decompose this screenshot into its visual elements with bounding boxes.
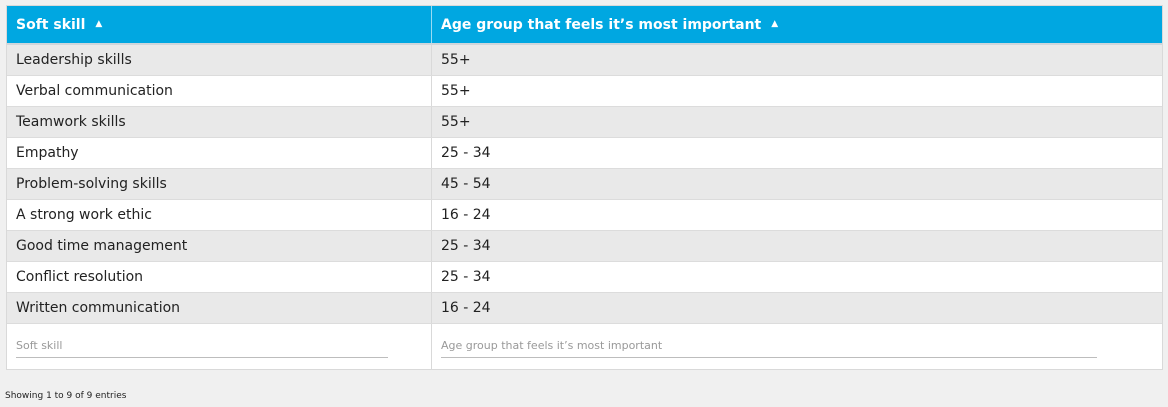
table-row: Written communication 16 - 24 [7, 293, 1162, 324]
cell-age-group: 55+ [431, 76, 1162, 106]
soft-skill-filter-input[interactable] [16, 337, 388, 358]
cell-age-group: 55+ [431, 107, 1162, 137]
cell-soft-skill: Leadership skills [16, 52, 132, 68]
cell-age-group: 45 - 54 [431, 169, 1162, 199]
table-header: Soft skill ▲ Age group that feels it’s m… [7, 6, 1162, 45]
table-row: Teamwork skills 55+ [7, 107, 1162, 138]
column-header-label: Soft skill [16, 16, 86, 33]
sort-ascending-icon: ▲ [95, 18, 103, 29]
cell-soft-skill: Written communication [16, 300, 181, 316]
cell-soft-skill: Verbal communication [16, 83, 173, 99]
cell-age-group: 25 - 34 [431, 262, 1162, 292]
data-table: Soft skill ▲ Age group that feels it’s m… [6, 5, 1163, 370]
filter-cell-soft-skill [7, 324, 431, 369]
sort-ascending-icon: ▲ [771, 18, 779, 29]
table-row: Problem-solving skills 45 - 54 [7, 169, 1162, 200]
cell-soft-skill: Teamwork skills [16, 114, 126, 130]
cell-soft-skill: Problem-solving skills [16, 176, 167, 192]
column-header-label: Age group that feels it’s most important [441, 16, 762, 33]
table-info: Showing 1 to 9 of 9 entries [5, 391, 127, 401]
filter-cell-age-group [431, 324, 1162, 369]
table-row: Empathy 25 - 34 [7, 138, 1162, 169]
column-header-age-group[interactable]: Age group that feels it’s most important… [431, 6, 1162, 43]
cell-soft-skill: Conflict resolution [16, 269, 144, 285]
cell-age-group: 16 - 24 [431, 200, 1162, 230]
cell-soft-skill: A strong work ethic [16, 207, 152, 223]
cell-age-group: 55+ [431, 45, 1162, 75]
age-group-filter-input[interactable] [441, 337, 1097, 358]
table-row: Leadership skills 55+ [7, 45, 1162, 76]
cell-soft-skill: Good time management [16, 238, 188, 254]
cell-age-group: 25 - 34 [431, 138, 1162, 168]
cell-age-group: 16 - 24 [431, 293, 1162, 323]
table-row: Conflict resolution 25 - 34 [7, 262, 1162, 293]
cell-age-group: 25 - 34 [431, 231, 1162, 261]
table-row: Verbal communication 55+ [7, 76, 1162, 107]
column-header-soft-skill[interactable]: Soft skill ▲ [7, 6, 431, 43]
cell-soft-skill: Empathy [16, 145, 79, 161]
table-row: A strong work ethic 16 - 24 [7, 200, 1162, 231]
filter-row [7, 324, 1162, 369]
table-row: Good time management 25 - 34 [7, 231, 1162, 262]
